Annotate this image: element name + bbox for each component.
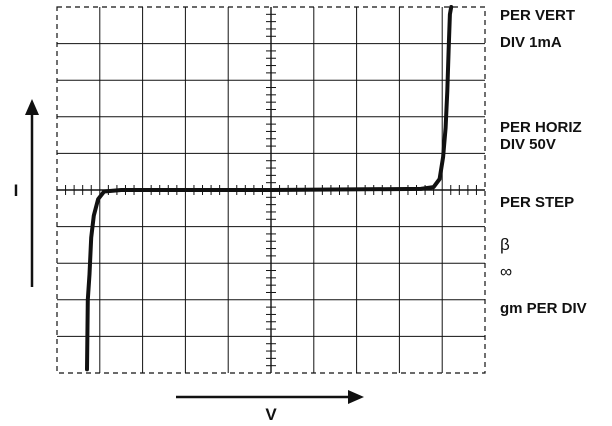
axis-arrows [25,99,364,404]
axis-labels: I V [14,181,278,424]
vert-scale-label: DIV 1mA [500,34,562,51]
current-arrow-head [25,99,39,115]
beta-label: β [500,235,510,254]
trace-layer [85,5,454,372]
horiz-scale-label: DIV 50V [500,136,556,153]
gm-per-div-label: gm PER DIV [500,300,587,317]
per-vert-label: PER VERT [500,7,576,24]
per-horiz-label: PER HORIZ [500,119,582,136]
x-axis-label: V [265,405,277,424]
voltage-arrow-head [348,390,364,404]
per-step-label: PER STEP [500,194,575,211]
infinity-label: ∞ [500,262,513,281]
trace-line [85,5,454,372]
y-axis-label: I [14,181,19,200]
